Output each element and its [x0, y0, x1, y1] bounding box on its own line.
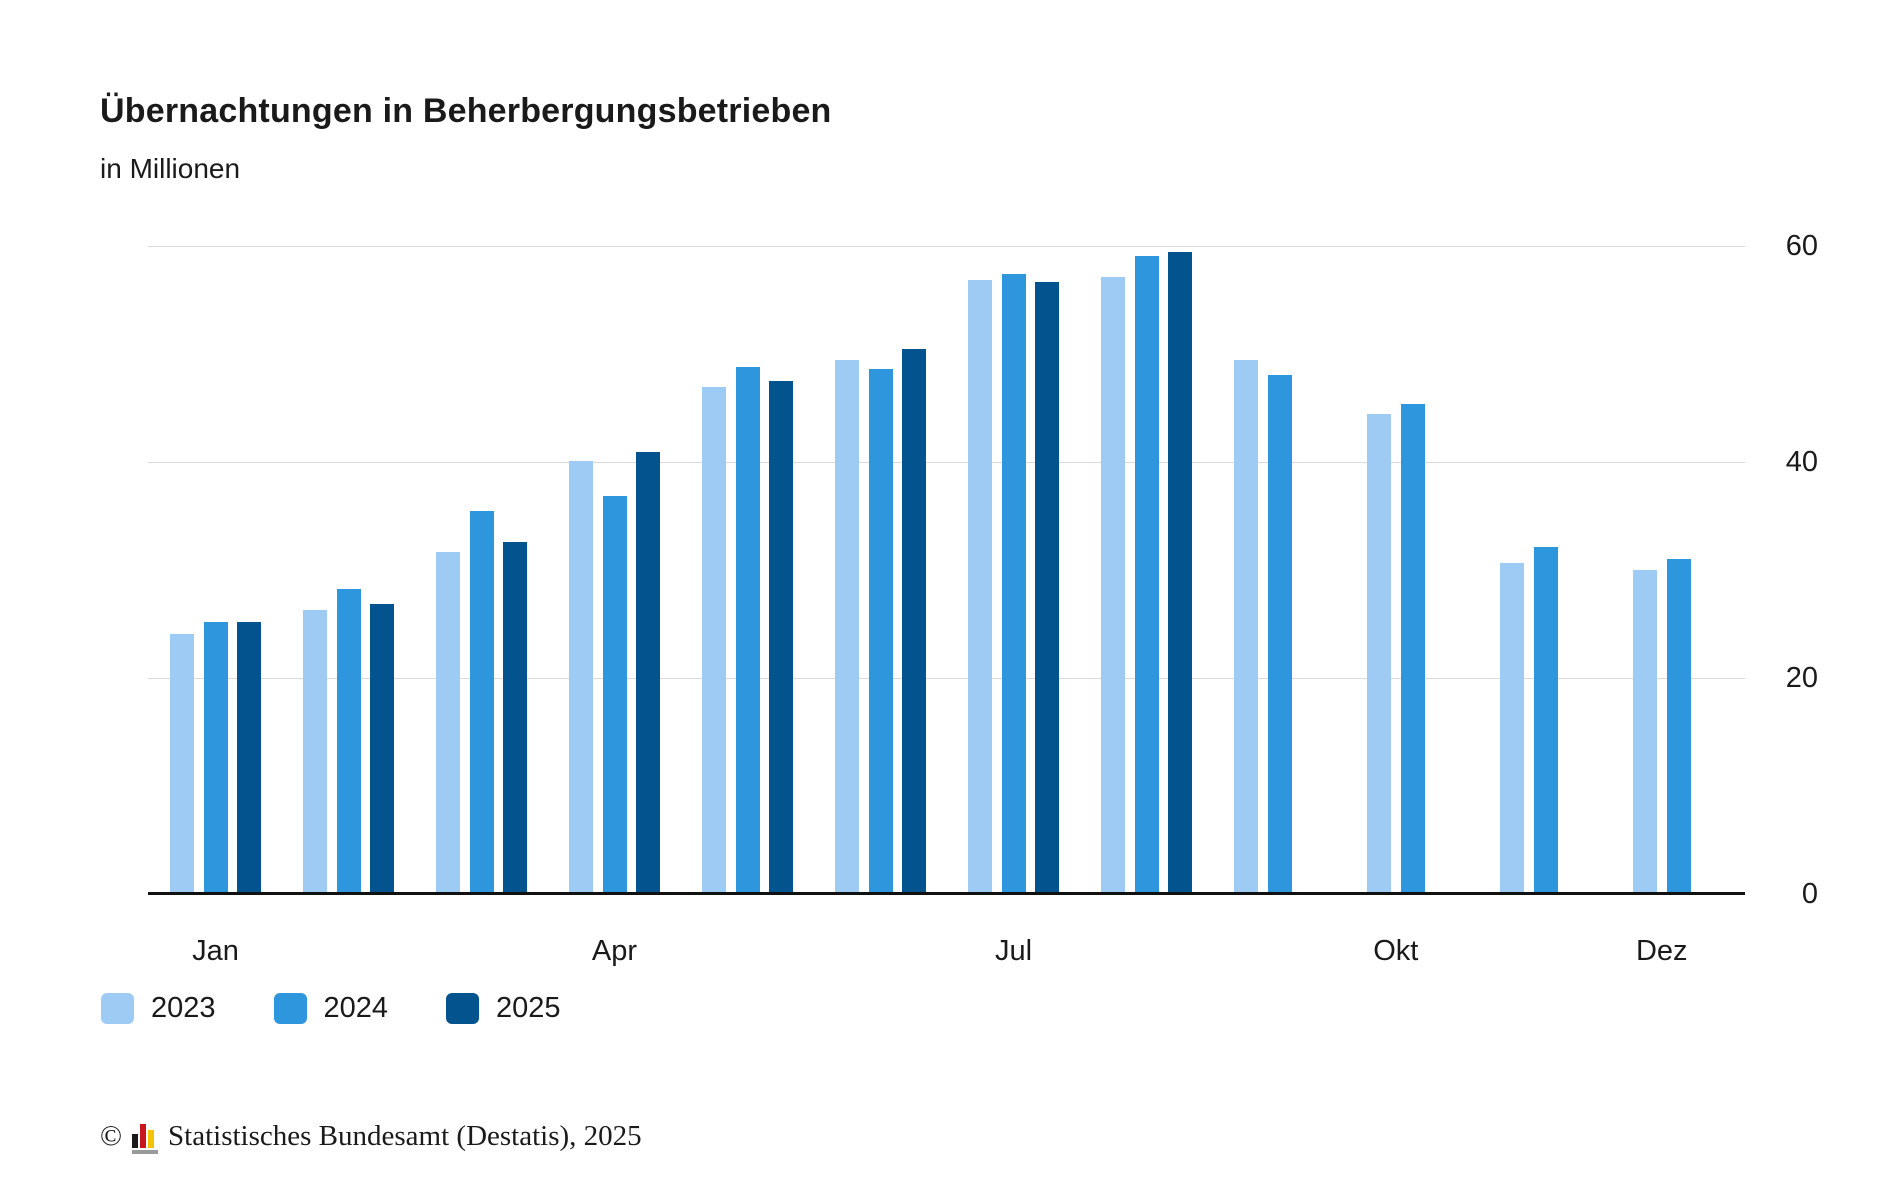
- bar-2024-Jan[interactable]: [203, 622, 228, 892]
- legend-item-2024[interactable]: 2024: [273, 992, 389, 1025]
- x-tick-label-Apr: Apr: [591, 935, 638, 967]
- source-text: Statistisches Bundesamt (Destatis), 2025: [168, 1120, 642, 1152]
- bar-2023-Mai[interactable]: [702, 386, 726, 892]
- bar-2023-Apr[interactable]: [569, 461, 593, 892]
- x-axis-line: [148, 892, 1745, 895]
- chart-subtitle: in Millionen: [100, 153, 241, 184]
- gridline-20: [148, 678, 1745, 679]
- bar-2023-Jan[interactable]: [170, 633, 194, 892]
- bar-2025-Jan[interactable]: [237, 622, 261, 892]
- bar-2024-Mär[interactable]: [469, 510, 494, 892]
- bar-2024-Nov[interactable]: [1533, 547, 1558, 892]
- destatis-bar-chart-icon: [132, 1123, 159, 1154]
- bar-2025-Apr[interactable]: [636, 452, 660, 892]
- legend-item-2023[interactable]: 2023: [101, 992, 216, 1025]
- bar-2024-Okt[interactable]: [1400, 403, 1425, 892]
- y-tick-label-40: 40: [1785, 446, 1818, 478]
- legend-item-2025[interactable]: 2025: [446, 992, 561, 1025]
- legend-label-2025: 2025: [496, 992, 561, 1024]
- legend-swatch-2023: [101, 993, 134, 1024]
- legend-label-2023: 2023: [151, 992, 216, 1024]
- y-tick-label-0: 0: [1801, 878, 1818, 910]
- x-tick-label-Okt: Okt: [1373, 935, 1419, 967]
- legend-label-2024: 2024: [323, 992, 389, 1024]
- bar-2025-Aug[interactable]: [1168, 251, 1192, 892]
- bar-2025-Feb[interactable]: [370, 603, 394, 892]
- x-tick-label-Jan: Jan: [192, 935, 239, 967]
- bar-2025-Jun[interactable]: [902, 348, 926, 892]
- bar-2023-Feb[interactable]: [303, 610, 327, 892]
- bar-2024-Sep[interactable]: [1267, 374, 1292, 892]
- plot-area: [148, 246, 1745, 895]
- bar-2024-Aug[interactable]: [1134, 255, 1159, 892]
- x-tick-label-Dez: Dez: [1635, 935, 1688, 967]
- bar-2025-Mär[interactable]: [503, 542, 527, 892]
- bar-2025-Mai[interactable]: [769, 381, 793, 892]
- y-tick-label-60: 60: [1785, 230, 1818, 262]
- gridline-40: [148, 462, 1745, 463]
- legend: 2023 2024 2025: [101, 992, 619, 1025]
- bar-2024-Mai[interactable]: [735, 367, 760, 892]
- bar-2024-Apr[interactable]: [602, 495, 627, 892]
- legend-swatch-2025: [446, 993, 480, 1024]
- bar-2023-Mär[interactable]: [436, 551, 460, 892]
- bar-2023-Okt[interactable]: [1367, 413, 1391, 892]
- gridline-60: [148, 246, 1745, 247]
- legend-swatch-2024: [273, 993, 307, 1024]
- source-line: © Statistisches Bundesamt (Destatis), 20…: [100, 1120, 642, 1154]
- bar-2023-Nov[interactable]: [1500, 562, 1524, 892]
- bar-2024-Jun[interactable]: [868, 369, 893, 892]
- bar-2023-Aug[interactable]: [1101, 277, 1125, 892]
- chart-title: Übernachtungen in Beherbergungsbetrieben: [100, 92, 832, 130]
- bar-2024-Jul[interactable]: [1001, 274, 1026, 892]
- bar-2025-Jul[interactable]: [1035, 281, 1059, 892]
- bar-2023-Jun[interactable]: [835, 359, 859, 892]
- x-tick-label-Jul: Jul: [994, 935, 1033, 967]
- bar-2024-Feb[interactable]: [336, 588, 361, 892]
- bar-2023-Jul[interactable]: [968, 279, 992, 892]
- bar-2023-Dez[interactable]: [1633, 570, 1657, 892]
- y-tick-label-20: 20: [1785, 662, 1818, 694]
- bar-2023-Sep[interactable]: [1234, 359, 1258, 892]
- copyright-symbol: ©: [100, 1120, 123, 1152]
- bar-2024-Dez[interactable]: [1666, 559, 1691, 892]
